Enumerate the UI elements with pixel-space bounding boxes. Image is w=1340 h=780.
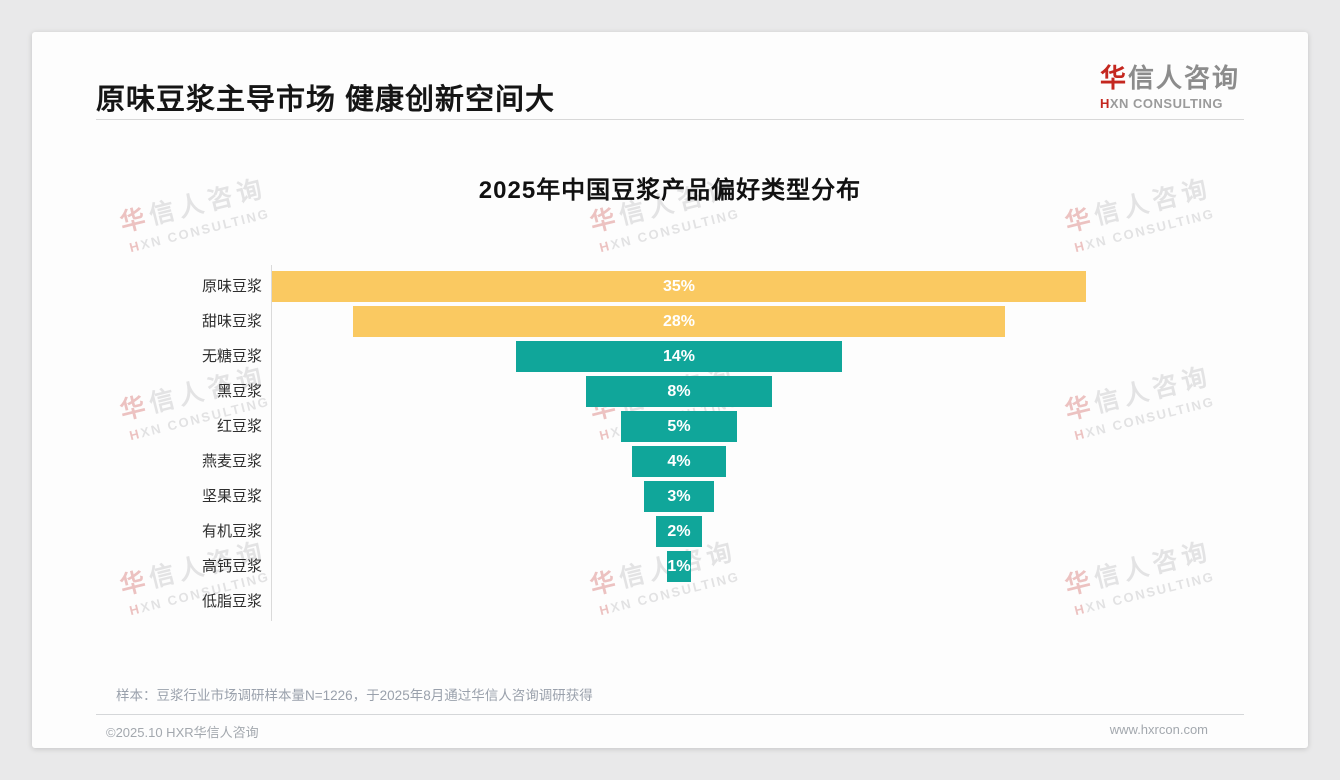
funnel-bar: 5%	[620, 411, 738, 442]
category-label: 无糖豆浆	[201, 348, 262, 365]
category-label: 有机豆浆	[201, 523, 262, 540]
chart-title: 2025年中国豆浆产品偏好类型分布	[478, 177, 862, 204]
bar-value-label: 3%	[667, 487, 691, 505]
bar-value-label: 8%	[667, 382, 691, 400]
header-divider	[96, 119, 1244, 120]
brand-logo-cn: 华信人咨询	[1100, 58, 1240, 95]
bar-value-label: 35%	[662, 277, 695, 295]
website-text: www.hxrcon.com	[1109, 722, 1208, 737]
funnel-bar: 4%	[632, 446, 726, 477]
brand-logo-en-rest: XN CONSULTING	[1109, 96, 1224, 111]
funnel-bar: 3%	[644, 481, 714, 512]
brand-logo-cn-first: 华	[1099, 63, 1128, 93]
category-label: 黑豆浆	[216, 383, 262, 400]
page-title: 原味豆浆主导市场 健康创新空间大	[96, 84, 556, 116]
preference-chart: 原味豆浆 35% 甜味豆浆 28% 无糖豆浆 14% 黑豆浆 8% 红豆浆 5% 燕麦豆浆 4% 坚果豆…	[32, 32, 1308, 748]
sample-note: 样本：豆浆行业市场调研样本量N=1226，于2025年8月通过华信人咨询调研获得	[116, 688, 593, 703]
slide-card: 华信人咨询 HXN CONSULTING 华信人咨询 HXN CONSULTING 华信…	[32, 32, 1308, 748]
funnel-bar: 28%	[353, 306, 1005, 337]
funnel-bar: 14%	[516, 341, 842, 372]
bar-value-label: 14%	[662, 347, 695, 365]
brand-logo-en: HXN CONSULTING	[1100, 96, 1240, 111]
bar-value-label: 28%	[662, 312, 695, 330]
category-label: 原味豆浆	[201, 278, 262, 295]
bar-value-label: 5%	[667, 417, 691, 435]
bar-value-label: 4%	[667, 452, 691, 470]
funnel-bar: 35%	[271, 271, 1087, 302]
category-label: 低脂豆浆	[201, 593, 262, 610]
category-label: 燕麦豆浆	[201, 453, 262, 470]
bar-value-label: 1%	[667, 557, 691, 575]
bar-value-label: 2%	[667, 522, 691, 540]
category-label: 甜味豆浆	[201, 313, 262, 330]
funnel-bar: 8%	[585, 376, 773, 407]
category-label: 高钙豆浆	[201, 558, 262, 575]
funnel-bar: 1%	[667, 551, 691, 582]
brand-logo-en-first: H	[1099, 96, 1110, 111]
y-axis-line	[271, 265, 272, 621]
category-label: 红豆浆	[216, 418, 262, 435]
copyright-text: ©2025.10 HXR华信人咨询	[106, 725, 259, 740]
footer-divider	[96, 714, 1244, 715]
brand-logo-cn-rest: 信人咨询	[1127, 63, 1240, 93]
brand-logo: 华信人咨询 HXN CONSULTING	[1100, 58, 1240, 111]
funnel-bar: 2%	[655, 516, 703, 547]
category-label: 坚果豆浆	[201, 488, 262, 505]
